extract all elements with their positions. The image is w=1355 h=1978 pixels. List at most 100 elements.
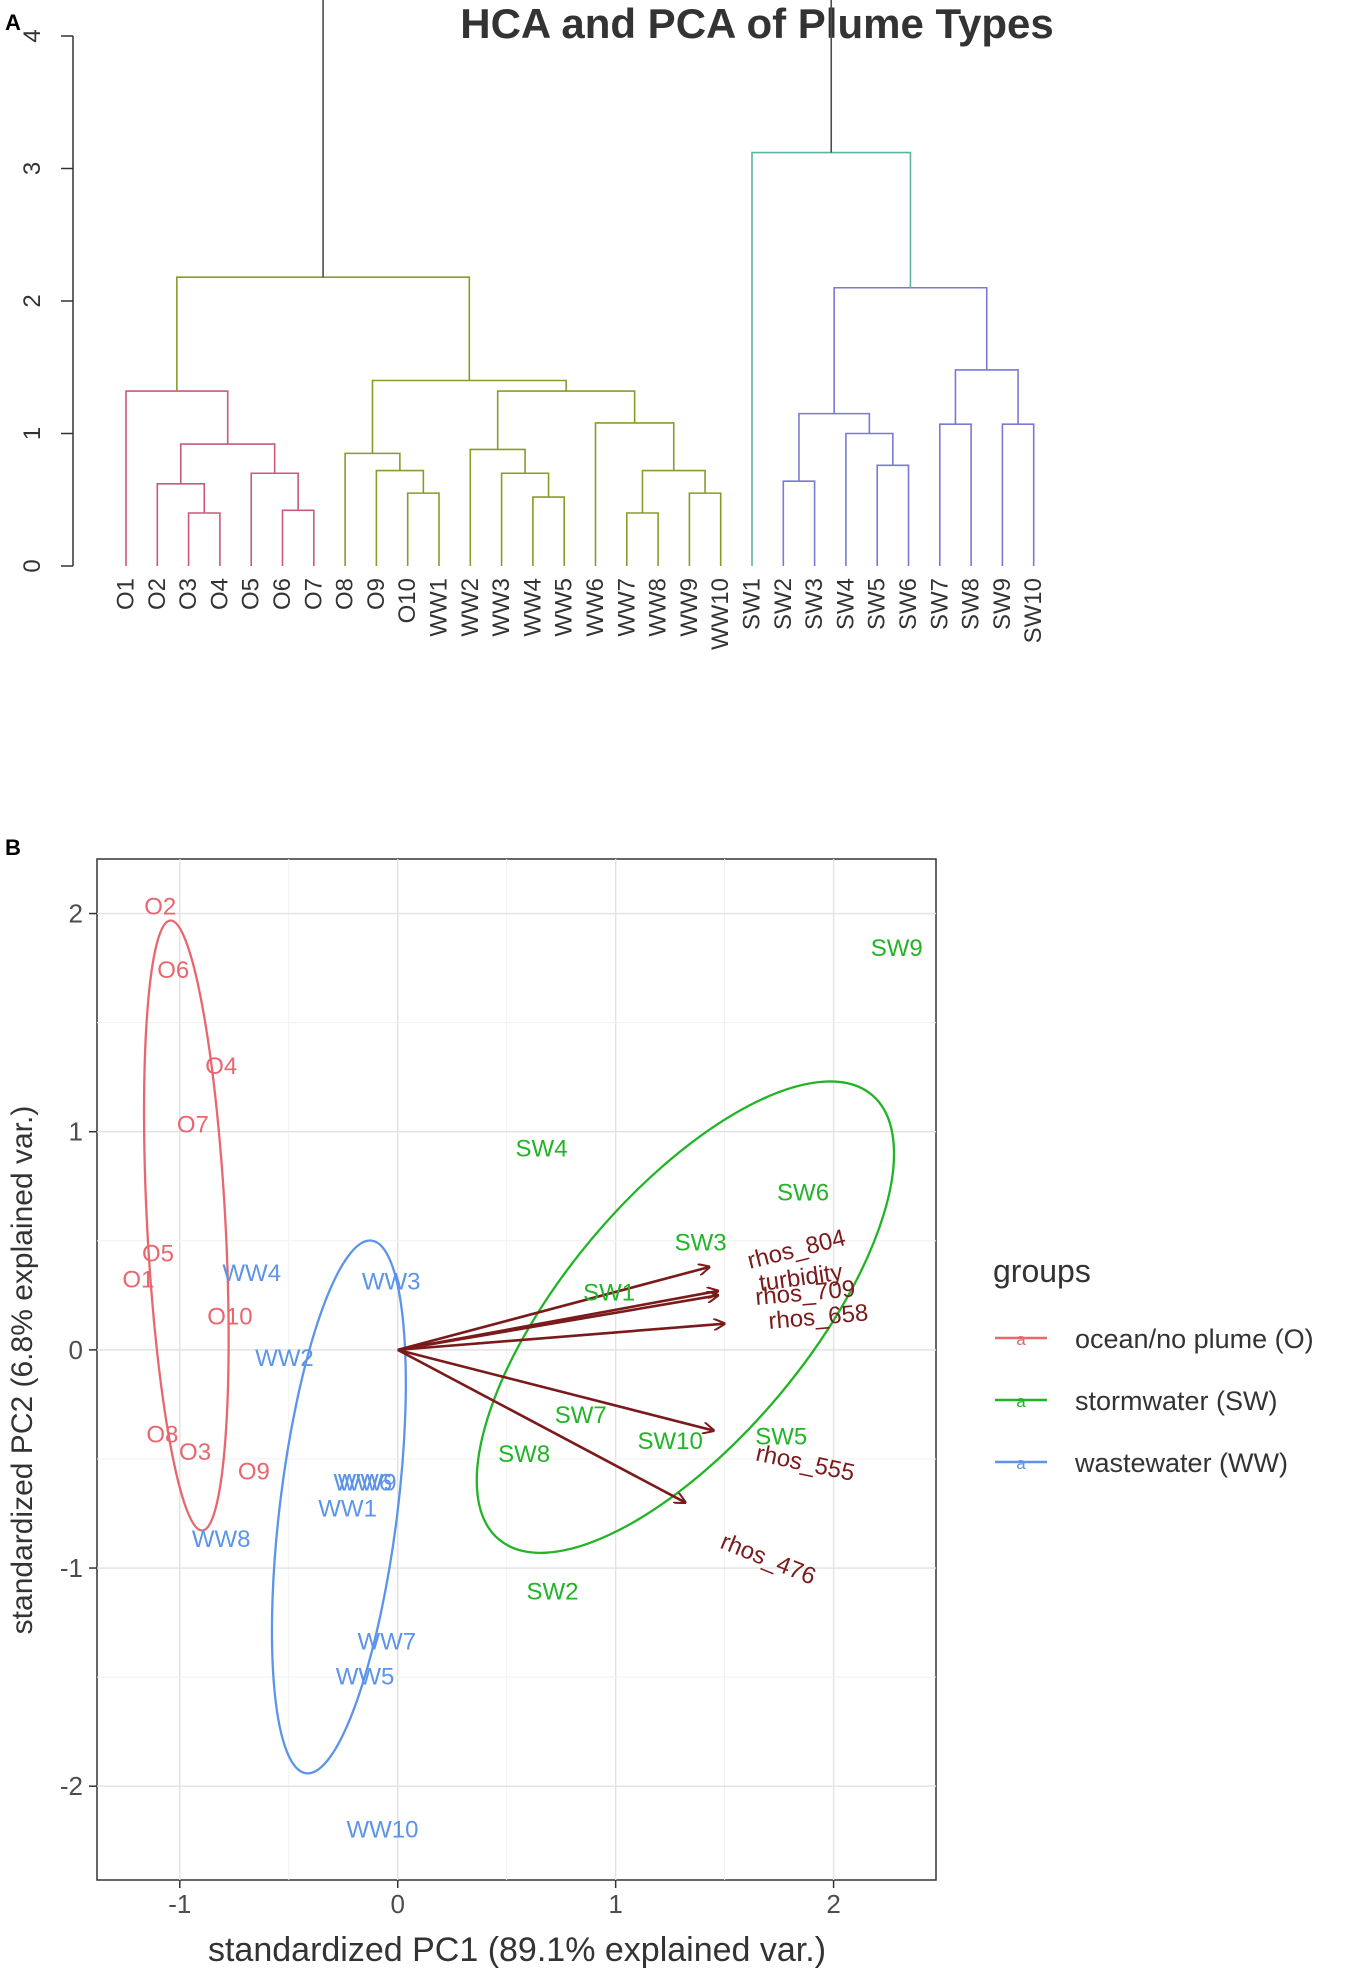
pca-y-tick-label: -1 <box>60 1553 83 1583</box>
pca-loading-arrow <box>397 1348 714 1431</box>
dendrogram-link <box>281 509 315 566</box>
pca-y-tick-label: -2 <box>60 1771 83 1801</box>
pca-axes: -1 0 1 2 -2 -1 0 1 2 <box>60 899 841 1919</box>
pca-loading-arrow <box>397 1324 725 1352</box>
dendrogram-leaf-label: WW5 <box>551 578 578 637</box>
pca-point-label: SW7 <box>555 1402 607 1429</box>
dendrogram-link <box>751 151 912 566</box>
dendrogram-link <box>469 448 526 566</box>
dendrogram-leaf-label: SW10 <box>1020 578 1047 643</box>
pca-point-label: SW8 <box>498 1441 550 1468</box>
pca-point-label: SW1 <box>583 1280 635 1307</box>
dendrogram-leaf-label: O9 <box>363 578 390 610</box>
dendrogram-leaf-label: O6 <box>269 578 296 610</box>
dendrogram-leaf-label: WW4 <box>519 578 546 637</box>
dendrogram-leaf-label: SW2 <box>770 578 797 630</box>
dendrogram-link <box>833 286 988 414</box>
dendrogram-leaf-label: SW8 <box>958 578 985 630</box>
legend-entry-ocean: a ocean/no plume (O) <box>995 1324 1314 1354</box>
dendrogram-links <box>125 0 1035 566</box>
dendrogram-leaf-labels: O1 O2 O3 O4 O5 O6 O7 O8 O9 O10 WW1 WW2 WW3 WW4 WW5 WW6 W… <box>113 578 1048 650</box>
dendrogram-link <box>179 443 276 484</box>
pca-point-label: WW8 <box>192 1526 251 1553</box>
pca-point-label: O2 <box>144 893 176 920</box>
dendrogram-leaf-label: SW4 <box>832 578 859 630</box>
dendrogram-leaf-label: O3 <box>175 578 202 610</box>
pca-point-label: O8 <box>146 1421 178 1448</box>
pca-x-axis-title: standardized PC1 (89.1% explained var.) <box>208 1931 826 1969</box>
dendrogram-leaf-label: WW7 <box>613 578 640 637</box>
panel-label-a: A <box>5 10 21 35</box>
dendrogram-leaf-label: SW5 <box>864 578 891 630</box>
dendrogram-leaf-label: WW10 <box>707 578 734 650</box>
dendrogram-link <box>782 480 816 566</box>
dendrogram-link <box>876 464 910 566</box>
pca-point-label: O6 <box>157 957 189 984</box>
pca-x-tick-label: 0 <box>390 1889 404 1919</box>
pca-loading-arrow <box>397 1267 710 1352</box>
dendrogram-link <box>939 423 972 566</box>
dendrogram-leaf-label: SW7 <box>926 578 953 630</box>
legend-key-glyph: a <box>1016 1330 1026 1349</box>
dendrogram-leaf-label: O1 <box>113 578 140 610</box>
pca-point-label: O3 <box>179 1439 211 1466</box>
pca-point-label: O1 <box>122 1267 154 1294</box>
dendrogram-link <box>845 432 894 566</box>
pca-point-label: SW2 <box>526 1579 578 1606</box>
pca-point-label: WW1 <box>318 1496 377 1523</box>
pca-point-label: WW2 <box>255 1345 314 1372</box>
dendrogram-leaf-label: O10 <box>394 578 421 623</box>
dendrogram-y-tick-label: 1 <box>19 427 46 440</box>
pca-loading-arrow <box>397 1348 686 1503</box>
legend-key-glyph: a <box>1016 1454 1026 1473</box>
dendrogram-link <box>250 472 299 566</box>
dendrogram-link <box>406 492 440 566</box>
dendrogram-link <box>322 0 833 278</box>
pca-point-label: SW9 <box>871 935 923 962</box>
dendrogram-leaf-label: WW9 <box>676 578 703 637</box>
dendrogram-leaf-label: WW3 <box>488 578 515 637</box>
dendrogram-link <box>688 492 722 566</box>
pca-ellipse-ocean <box>142 919 230 1532</box>
legend-entry-wastewater: a wastewater (WW) <box>995 1448 1288 1478</box>
legend-entry-stormwater: a stormwater (SW) <box>995 1386 1278 1416</box>
figure-title: HCA and PCA of Plume Types <box>460 0 1054 47</box>
pca-point-label: WW4 <box>222 1260 281 1287</box>
dendrogram-link <box>626 512 659 566</box>
dendrogram-link <box>1001 423 1035 566</box>
dendrogram-leaf-label: SW3 <box>801 578 828 630</box>
pca-point-label: SW3 <box>675 1229 727 1256</box>
dendrogram-link <box>156 483 206 566</box>
dendrogram-leaf-label: WW8 <box>645 578 672 637</box>
dendrogram-leaf-label: SW9 <box>989 578 1016 630</box>
pca-point-label: O9 <box>238 1459 270 1486</box>
pca-point-label: WW9 <box>338 1469 397 1496</box>
pca-point-label: O7 <box>177 1112 209 1139</box>
dendrogram-leaf-label: O4 <box>206 578 233 610</box>
legend-label-stormwater: stormwater (SW) <box>1075 1386 1278 1416</box>
pca-point-label: WW3 <box>362 1269 421 1296</box>
dendrogram-y-tick-label: 4 <box>19 29 46 42</box>
legend-label-wastewater: wastewater (WW) <box>1074 1448 1288 1478</box>
pca-x-tick-label: 2 <box>826 1889 840 1919</box>
pca-plot-frame <box>96 858 937 1881</box>
pca-x-tick-label: -1 <box>168 1889 191 1919</box>
pca-point-label: WW6 <box>334 1469 393 1496</box>
dendrogram-leaf-label: SW1 <box>739 578 766 630</box>
dendrogram-link <box>641 469 706 513</box>
dendrogram-link <box>798 412 871 482</box>
dendrogram-leaf-label: O8 <box>332 578 359 610</box>
dendrogram-y-tick-label: 0 <box>19 559 46 572</box>
dendrogram-link <box>594 422 675 566</box>
panel-label-b: B <box>5 835 21 860</box>
pca-ellipses <box>142 919 896 1775</box>
pca-point-label: SW5 <box>755 1424 807 1451</box>
pca-point-label: WW5 <box>336 1664 395 1691</box>
pca-point-label: O10 <box>207 1304 252 1331</box>
dendrogram-link <box>187 512 221 566</box>
pca-x-tick-label: 1 <box>608 1889 622 1919</box>
dendrogram-leaf-label: SW6 <box>895 578 922 630</box>
dendrogram-leaf-label: O5 <box>238 578 265 610</box>
